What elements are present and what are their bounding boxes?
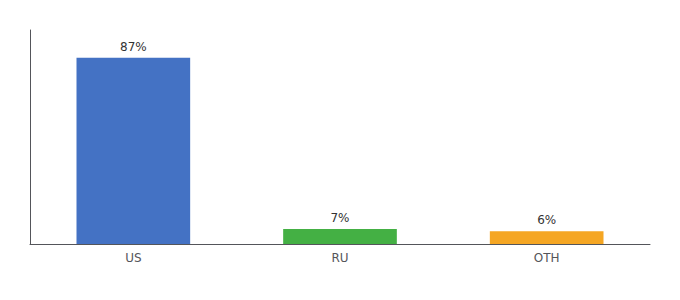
svg-text:6%: 6%	[537, 213, 556, 227]
svg-text:87%: 87%	[120, 40, 147, 54]
svg-text:US: US	[125, 251, 141, 265]
svg-text:7%: 7%	[330, 211, 349, 225]
svg-text:OTH: OTH	[534, 251, 560, 265]
svg-text:RU: RU	[331, 251, 348, 265]
